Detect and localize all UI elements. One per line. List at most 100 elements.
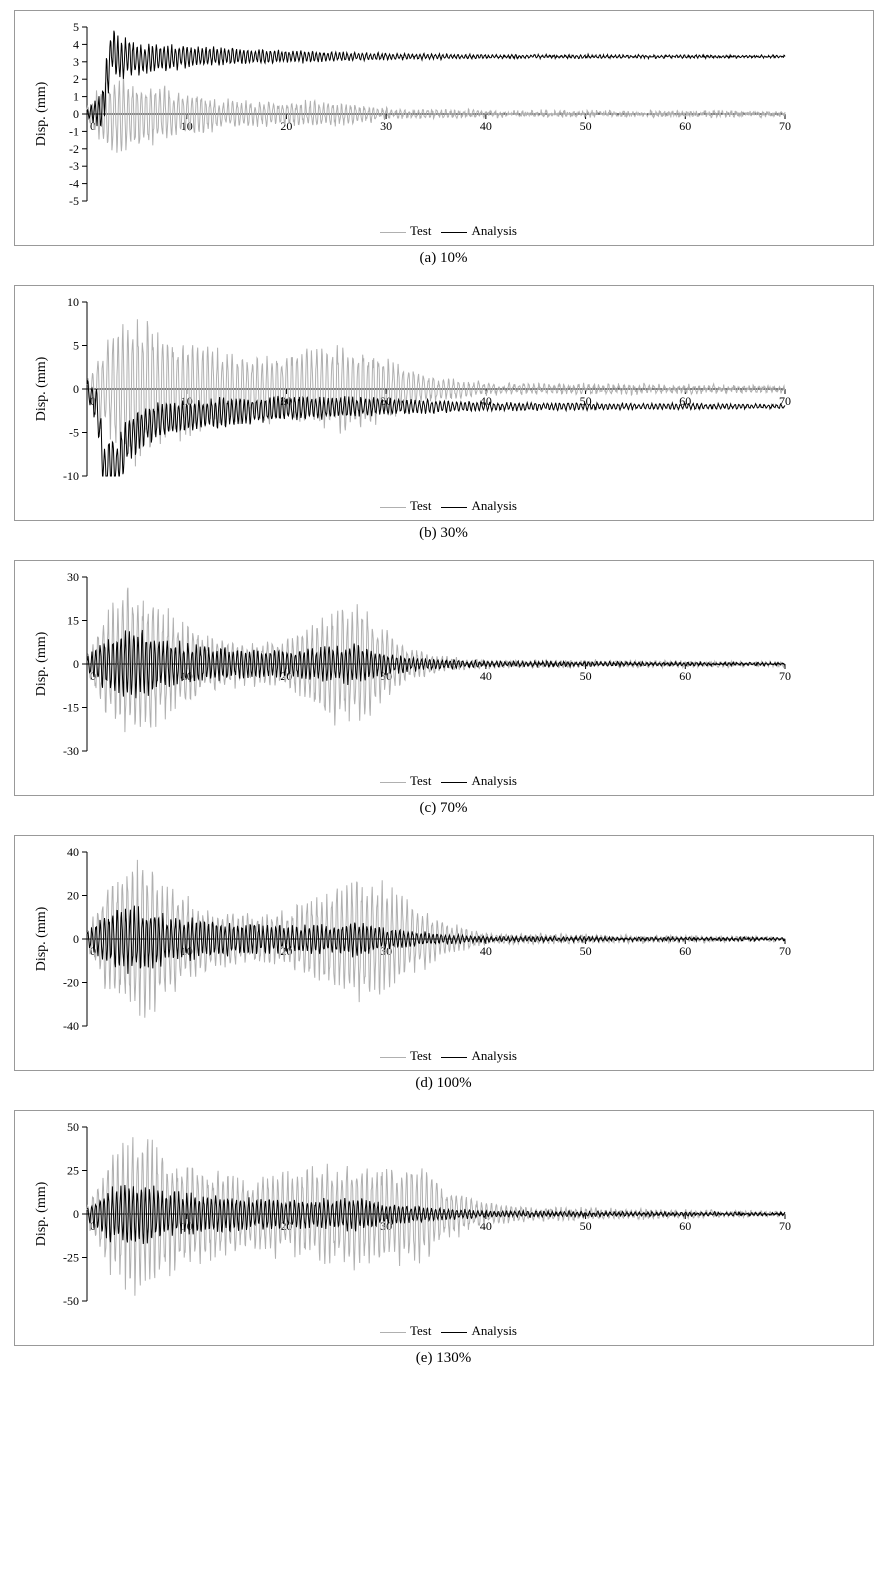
chart-box: -5-4-3-2-1012345102030405060700Disp. (mm… <box>14 10 874 246</box>
svg-text:70: 70 <box>779 669 791 683</box>
chart-svg: -5-4-3-2-1012345102030405060700Disp. (mm… <box>25 19 795 219</box>
svg-text:60: 60 <box>679 119 691 133</box>
svg-text:5: 5 <box>73 339 79 353</box>
svg-text:-40: -40 <box>63 1019 79 1033</box>
chart-svg: -50-2502550102030405060700Disp. (mm) <box>25 1119 795 1319</box>
svg-text:-1: -1 <box>69 124 79 138</box>
svg-text:50: 50 <box>579 119 591 133</box>
svg-text:30: 30 <box>380 119 392 133</box>
legend-swatch <box>441 232 467 233</box>
svg-text:40: 40 <box>479 669 491 683</box>
svg-text:0: 0 <box>73 657 79 671</box>
svg-text:60: 60 <box>679 1219 691 1233</box>
svg-text:-20: -20 <box>63 976 79 990</box>
svg-text:15: 15 <box>67 614 79 628</box>
panel-c: -30-1501530102030405060700Disp. (mm) Tes… <box>14 560 874 827</box>
panels-container: -5-4-3-2-1012345102030405060700Disp. (mm… <box>10 10 877 1377</box>
panel-e: -50-2502550102030405060700Disp. (mm) Tes… <box>14 1110 874 1377</box>
legend-label: Test <box>410 1323 431 1338</box>
legend-label: Test <box>410 223 431 238</box>
svg-text:-5: -5 <box>69 426 79 440</box>
svg-text:Disp. (mm): Disp. (mm) <box>34 1181 49 1246</box>
svg-text:30: 30 <box>67 570 79 584</box>
svg-text:0: 0 <box>73 932 79 946</box>
legend-swatch <box>380 1057 406 1058</box>
legend: Test Analysis <box>25 494 863 514</box>
svg-text:40: 40 <box>479 944 491 958</box>
svg-text:5: 5 <box>73 20 79 34</box>
svg-text:-4: -4 <box>69 177 79 191</box>
legend-swatch <box>380 507 406 508</box>
svg-text:-3: -3 <box>69 159 79 173</box>
legend-label: Analysis <box>471 1323 517 1338</box>
svg-text:-5: -5 <box>69 194 79 208</box>
legend-label: Test <box>410 498 431 513</box>
legend-swatch <box>441 1332 467 1333</box>
legend-label: Analysis <box>471 223 517 238</box>
svg-text:1: 1 <box>73 90 79 104</box>
legend-swatch <box>441 1057 467 1058</box>
legend: Test Analysis <box>25 219 863 239</box>
svg-text:-30: -30 <box>63 744 79 758</box>
svg-text:Disp. (mm): Disp. (mm) <box>34 356 49 421</box>
svg-text:3: 3 <box>73 55 79 69</box>
svg-text:50: 50 <box>579 944 591 958</box>
chart-svg: -40-2002040102030405060700Disp. (mm) <box>25 844 795 1044</box>
svg-text:50: 50 <box>67 1120 79 1134</box>
svg-text:40: 40 <box>479 119 491 133</box>
svg-text:50: 50 <box>579 669 591 683</box>
svg-text:-15: -15 <box>63 701 79 715</box>
legend-label: Analysis <box>471 1048 517 1063</box>
svg-text:Disp. (mm): Disp. (mm) <box>34 81 49 146</box>
svg-text:-25: -25 <box>63 1251 79 1265</box>
svg-text:0: 0 <box>73 382 79 396</box>
legend: Test Analysis <box>25 1319 863 1339</box>
svg-text:20: 20 <box>67 889 79 903</box>
panel-caption: (e) 130% <box>14 1346 874 1377</box>
chart-svg: -10-50510102030405060700Disp. (mm) <box>25 294 795 494</box>
svg-text:25: 25 <box>67 1164 79 1178</box>
svg-text:0: 0 <box>73 1207 79 1221</box>
panel-d: -40-2002040102030405060700Disp. (mm) Tes… <box>14 835 874 1102</box>
panel-caption: (b) 30% <box>14 521 874 552</box>
svg-text:Disp. (mm): Disp. (mm) <box>34 906 49 971</box>
svg-text:40: 40 <box>479 1219 491 1233</box>
svg-text:40: 40 <box>67 845 79 859</box>
legend-label: Test <box>410 773 431 788</box>
chart-svg: -30-1501530102030405060700Disp. (mm) <box>25 569 795 769</box>
legend: Test Analysis <box>25 769 863 789</box>
svg-text:4: 4 <box>73 37 79 51</box>
chart-box: -30-1501530102030405060700Disp. (mm) Tes… <box>14 560 874 796</box>
panel-caption: (d) 100% <box>14 1071 874 1102</box>
legend-swatch <box>380 232 406 233</box>
svg-text:60: 60 <box>679 669 691 683</box>
panel-b: -10-50510102030405060700Disp. (mm) TestA… <box>14 285 874 552</box>
panel-caption: (c) 70% <box>14 796 874 827</box>
svg-text:20: 20 <box>280 119 292 133</box>
svg-text:60: 60 <box>679 944 691 958</box>
svg-text:70: 70 <box>779 119 791 133</box>
svg-text:-50: -50 <box>63 1294 79 1308</box>
legend-label: Analysis <box>471 773 517 788</box>
legend-swatch <box>380 1332 406 1333</box>
chart-box: -50-2502550102030405060700Disp. (mm) Tes… <box>14 1110 874 1346</box>
panel-a: -5-4-3-2-1012345102030405060700Disp. (mm… <box>14 10 874 277</box>
chart-box: -10-50510102030405060700Disp. (mm) TestA… <box>14 285 874 521</box>
svg-text:50: 50 <box>579 1219 591 1233</box>
svg-text:70: 70 <box>779 1219 791 1233</box>
legend-swatch <box>441 507 467 508</box>
panel-caption: (a) 10% <box>14 246 874 277</box>
svg-text:10: 10 <box>67 295 79 309</box>
legend-swatch <box>380 782 406 783</box>
legend-swatch <box>441 782 467 783</box>
svg-text:-2: -2 <box>69 142 79 156</box>
svg-text:-10: -10 <box>63 469 79 483</box>
svg-text:2: 2 <box>73 72 79 86</box>
legend: Test Analysis <box>25 1044 863 1064</box>
chart-box: -40-2002040102030405060700Disp. (mm) Tes… <box>14 835 874 1071</box>
svg-text:Disp. (mm): Disp. (mm) <box>34 631 49 696</box>
legend-label: Analysis <box>471 498 517 513</box>
legend-label: Test <box>410 1048 431 1063</box>
svg-text:70: 70 <box>779 944 791 958</box>
svg-text:0: 0 <box>73 107 79 121</box>
